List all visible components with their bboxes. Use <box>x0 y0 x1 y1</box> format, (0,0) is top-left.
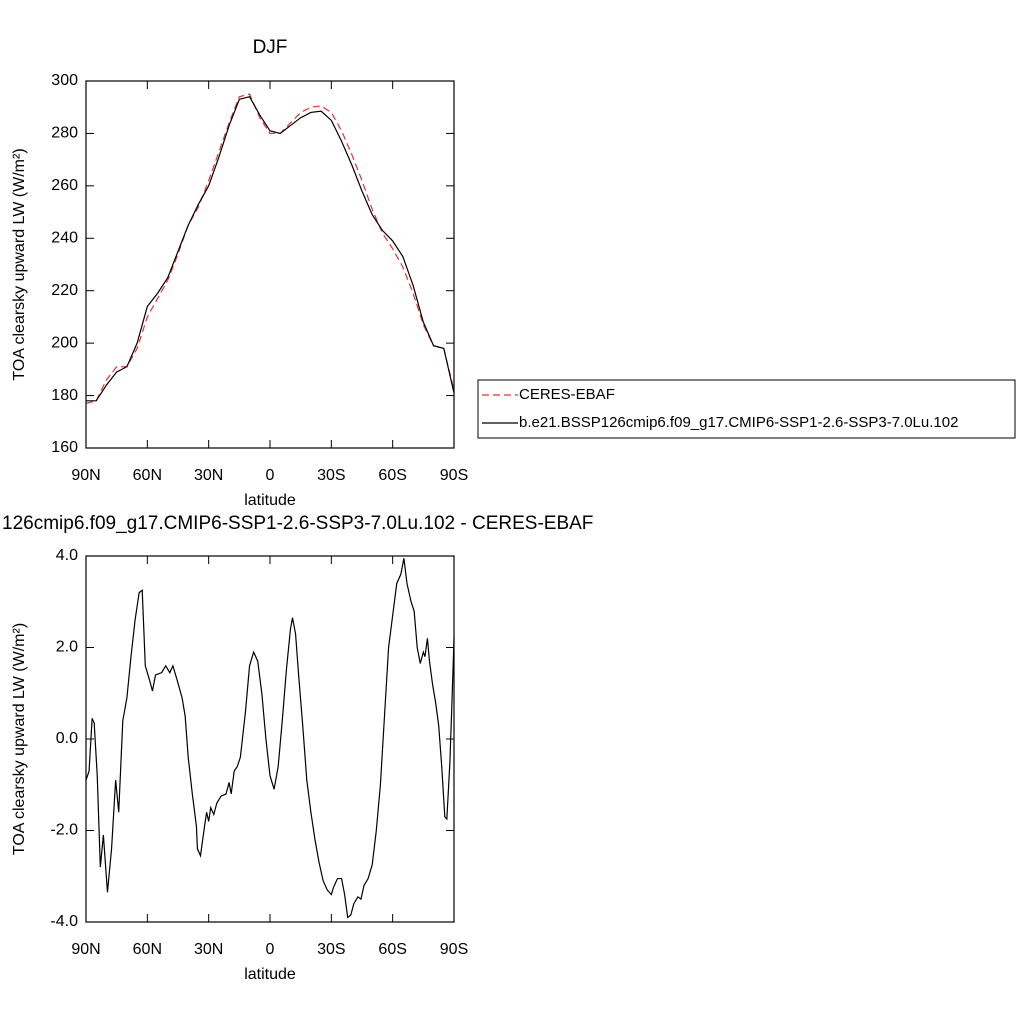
x-tick-label: 30S <box>317 467 345 484</box>
y-tick-label: -2.0 <box>50 822 78 839</box>
data-line <box>85 93 455 405</box>
x-axis-label: latitude <box>244 492 296 509</box>
y-tick-label: 220 <box>51 282 78 299</box>
y-tick-label: 160 <box>51 439 78 456</box>
chart-title: DJF <box>253 37 288 58</box>
y-tick-label: 2.0 <box>56 639 78 656</box>
x-tick-label: 30S <box>317 941 345 958</box>
x-tick-label: 30N <box>194 467 223 484</box>
legend-label: CERES-EBAF <box>519 386 615 403</box>
chart-title: 126cmip6.f09_g17.CMIP6-SSP1-2.6-SSP3-7.0… <box>2 513 593 534</box>
x-tick-label: 0 <box>266 467 275 484</box>
x-tick-label: 90S <box>440 467 468 484</box>
x-axis-label: latitude <box>244 966 296 983</box>
x-tick-label: 0 <box>266 941 275 958</box>
y-tick-label: 0.0 <box>56 730 78 747</box>
y-tick-label: 280 <box>51 125 78 142</box>
x-tick-label: 90N <box>71 941 100 958</box>
y-tick-label: -4.0 <box>50 913 78 930</box>
y-axis-label: TOA clearsky upward LW (W/m²) <box>11 148 28 380</box>
x-tick-label: 60N <box>133 941 162 958</box>
plot-frame <box>85 555 455 923</box>
y-tick-label: 300 <box>51 72 78 89</box>
y-tick-label: 240 <box>51 230 78 247</box>
y-axis-label: TOA clearsky upward LW (W/m²) <box>11 623 28 855</box>
y-tick-label: 180 <box>51 387 78 404</box>
data-line <box>85 558 455 919</box>
y-tick-label: 200 <box>51 334 78 351</box>
plot-frame <box>85 80 455 449</box>
x-tick-label: 60N <box>133 467 162 484</box>
y-tick-label: 260 <box>51 177 78 194</box>
x-tick-label: 90N <box>71 467 100 484</box>
y-tick-label: 4.0 <box>56 547 78 564</box>
x-tick-label: 30N <box>194 941 223 958</box>
x-tick-label: 60S <box>378 941 406 958</box>
x-tick-label: 90S <box>440 941 468 958</box>
x-tick-label: 60S <box>378 467 406 484</box>
legend-box <box>477 379 1016 439</box>
legend-label: b.e21.BSSP126cmip6.f09_g17.CMIP6-SSP1-2.… <box>519 414 958 431</box>
data-line <box>86 96 455 402</box>
